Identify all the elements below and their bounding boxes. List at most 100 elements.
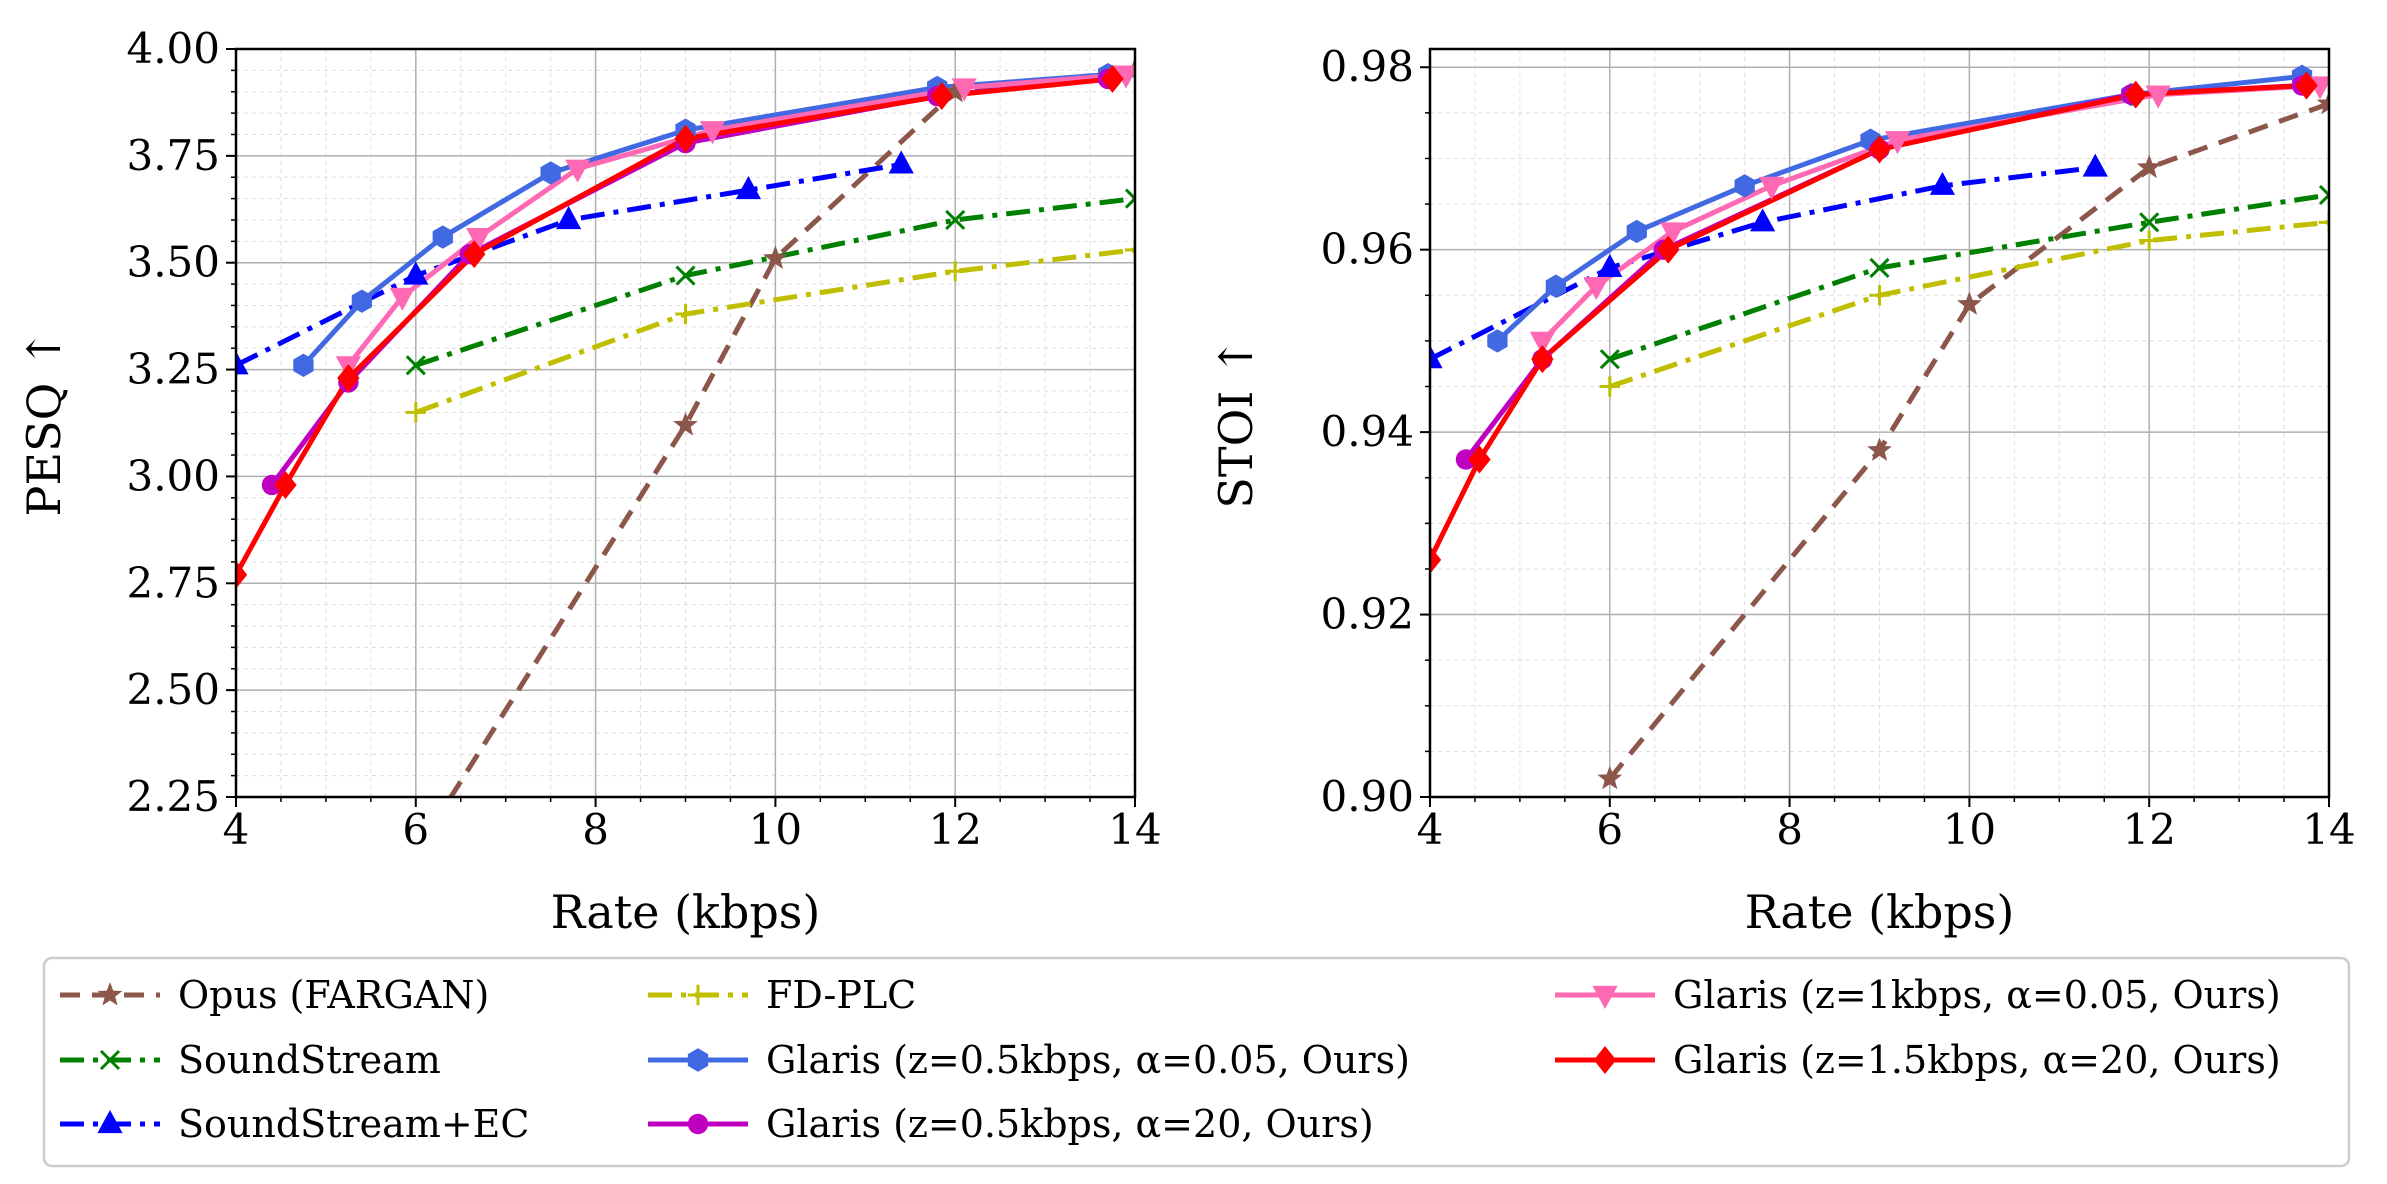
data-point-glaris-15-20 bbox=[1468, 445, 1491, 474]
data-point-glaris-05-005 bbox=[1734, 174, 1755, 198]
data-point-soundstream-ec bbox=[888, 150, 914, 174]
axes-frame bbox=[1428, 47, 2331, 799]
series-line-fd-plc bbox=[1608, 219, 2329, 389]
data-point-soundstream bbox=[1869, 257, 1890, 278]
data-point-glaris-15-20 bbox=[1868, 135, 1891, 164]
data-point-glaris-05-005 bbox=[1487, 329, 1508, 353]
data-point-glaris-05-005 bbox=[1545, 274, 1566, 298]
legend-item-fd-plc: FD-PLC bbox=[648, 973, 916, 1017]
series-line-glaris-1-005 bbox=[346, 72, 1127, 367]
data-point-soundstream bbox=[405, 355, 426, 376]
y-tick-label: 2.75 bbox=[126, 558, 220, 607]
series-line-fd-plc bbox=[414, 247, 1135, 415]
legend-label: FD-PLC bbox=[766, 973, 916, 1017]
legend-marker bbox=[97, 982, 123, 1006]
x-tick-label: 4 bbox=[223, 805, 250, 854]
data-point-opus bbox=[1597, 765, 1623, 790]
data-point-fd-plc bbox=[675, 303, 696, 325]
data-point-glaris-15-20 bbox=[337, 364, 360, 393]
data-point-glaris-15-20 bbox=[1531, 345, 1554, 374]
axes-frame bbox=[234, 47, 1137, 799]
legend-label: Opus (FARGAN) bbox=[178, 973, 489, 1017]
data-point-glaris-05-20 bbox=[261, 474, 283, 496]
legend-marker bbox=[1592, 985, 1618, 1009]
x-tick-label: 14 bbox=[2302, 805, 2355, 854]
data-point-fd-plc bbox=[1599, 376, 1620, 397]
legend-frame bbox=[42, 956, 2351, 1168]
data-point-soundstream bbox=[675, 265, 696, 286]
y-tick-label: 0.90 bbox=[1320, 772, 1414, 821]
y-tick-label: 3.50 bbox=[126, 238, 220, 287]
legend-marker bbox=[97, 1110, 123, 1134]
data-point-glaris-15-20 bbox=[2124, 80, 2147, 109]
legend-marker bbox=[99, 1049, 121, 1071]
legend-marker bbox=[687, 1113, 709, 1135]
data-point-glaris-15-20 bbox=[930, 82, 953, 111]
data-point-opus bbox=[2316, 90, 2329, 115]
data-point-glaris-15-20 bbox=[1430, 545, 1442, 574]
data-point-fd-plc bbox=[2318, 212, 2329, 233]
data-point-fd-plc bbox=[405, 402, 426, 423]
x-axis-label: Rate (kbps) bbox=[1745, 885, 2015, 939]
legend-label: Glaris (z=0.5kbps, α=0.05, Ours) bbox=[766, 1038, 1410, 1082]
x-tick-label: 8 bbox=[582, 805, 609, 854]
data-point-glaris-05-005 bbox=[432, 225, 453, 249]
data-point-opus bbox=[942, 78, 968, 103]
y-tick-label: 3.25 bbox=[126, 345, 220, 394]
data-point-glaris-15-20 bbox=[2295, 71, 2318, 100]
x-tick-label: 6 bbox=[1596, 805, 1623, 854]
data-point-soundstream-ec bbox=[735, 176, 762, 200]
data-point-glaris-15-20 bbox=[463, 240, 486, 269]
series-line-glaris-05-005 bbox=[301, 72, 1109, 367]
x-tick-label: 14 bbox=[1108, 805, 1161, 854]
y-tick-label: 3.00 bbox=[126, 451, 220, 500]
series-line-soundstream bbox=[415, 196, 1135, 368]
y-tick-label: 4.00 bbox=[126, 24, 220, 73]
series-line-glaris-05-005 bbox=[1495, 73, 2303, 343]
series-line-soundstream-ec bbox=[1430, 165, 2096, 362]
data-point-soundstream-ec bbox=[1430, 345, 1443, 369]
y-tick-label: 2.50 bbox=[126, 665, 220, 714]
plot-area bbox=[236, 57, 1135, 797]
x-tick-label: 12 bbox=[928, 805, 981, 854]
data-point-glaris-1-005 bbox=[1759, 176, 1785, 200]
legend-label: SoundStream+EC bbox=[178, 1102, 529, 1146]
legend-item-glaris-05-20: Glaris (z=0.5kbps, α=20, Ours) bbox=[648, 1102, 1374, 1146]
legend-label: Glaris (z=0.5kbps, α=20, Ours) bbox=[766, 1102, 1374, 1146]
data-point-glaris-05-005 bbox=[293, 353, 314, 377]
legend-item-soundstream-ec: SoundStream+EC bbox=[60, 1102, 529, 1146]
data-point-glaris-15-20 bbox=[274, 470, 297, 499]
y-axis-label: PESQ ↑ bbox=[17, 330, 71, 517]
pesq-chart: 4 6 8 10 12 14 2.25 2.50 2.75 3.00 3.25 3.50 3.75 4.0… bbox=[17, 24, 1162, 939]
y-tick-label: 0.96 bbox=[1320, 225, 1414, 274]
data-point-fd-plc bbox=[945, 261, 966, 282]
legend-marker bbox=[1593, 1046, 1617, 1074]
data-point-soundstream-ec bbox=[1750, 208, 1776, 232]
legend-label: Glaris (z=1.5kbps, α=20, Ours) bbox=[1673, 1038, 2281, 1082]
data-point-glaris-1-005 bbox=[466, 227, 492, 252]
data-point-soundstream bbox=[2318, 184, 2329, 206]
data-point-glaris-1-005 bbox=[1660, 222, 1686, 246]
data-point-soundstream-ec bbox=[1597, 253, 1623, 278]
legend-label: Glaris (z=1kbps, α=0.05, Ours) bbox=[1673, 973, 2281, 1017]
legend: Opus (FARGAN) SoundStream SoundStream+EC FD… bbox=[42, 956, 2351, 1168]
data-point-glaris-05-005 bbox=[1626, 219, 1647, 244]
data-point-glaris-1-005 bbox=[1583, 277, 1609, 301]
y-axis-label: STOI ↑ bbox=[1209, 337, 1263, 508]
data-point-soundstream-ec bbox=[403, 261, 429, 285]
y-tick-label: 0.92 bbox=[1320, 590, 1414, 639]
plot-area bbox=[1430, 64, 2329, 790]
data-point-glaris-1-005 bbox=[1113, 65, 1135, 89]
data-point-glaris-05-005 bbox=[540, 161, 561, 185]
legend-marker bbox=[687, 984, 709, 1006]
data-point-fd-plc bbox=[1124, 239, 1135, 261]
stoi-chart: 4 6 8 10 12 14 0.90 0.92 0.94 0.96 0.98 Rate (kbps)… bbox=[1209, 42, 2356, 939]
y-tick-label: 0.98 bbox=[1320, 42, 1414, 91]
data-point-soundstream-ec bbox=[1929, 171, 1956, 195]
legend-item-soundstream: SoundStream bbox=[60, 1038, 441, 1082]
legend-item-glaris-15-20: Glaris (z=1.5kbps, α=20, Ours) bbox=[1555, 1038, 2281, 1082]
data-point-glaris-15-20 bbox=[1101, 64, 1124, 93]
data-point-soundstream-ec bbox=[556, 205, 582, 230]
data-point-opus bbox=[763, 245, 788, 269]
